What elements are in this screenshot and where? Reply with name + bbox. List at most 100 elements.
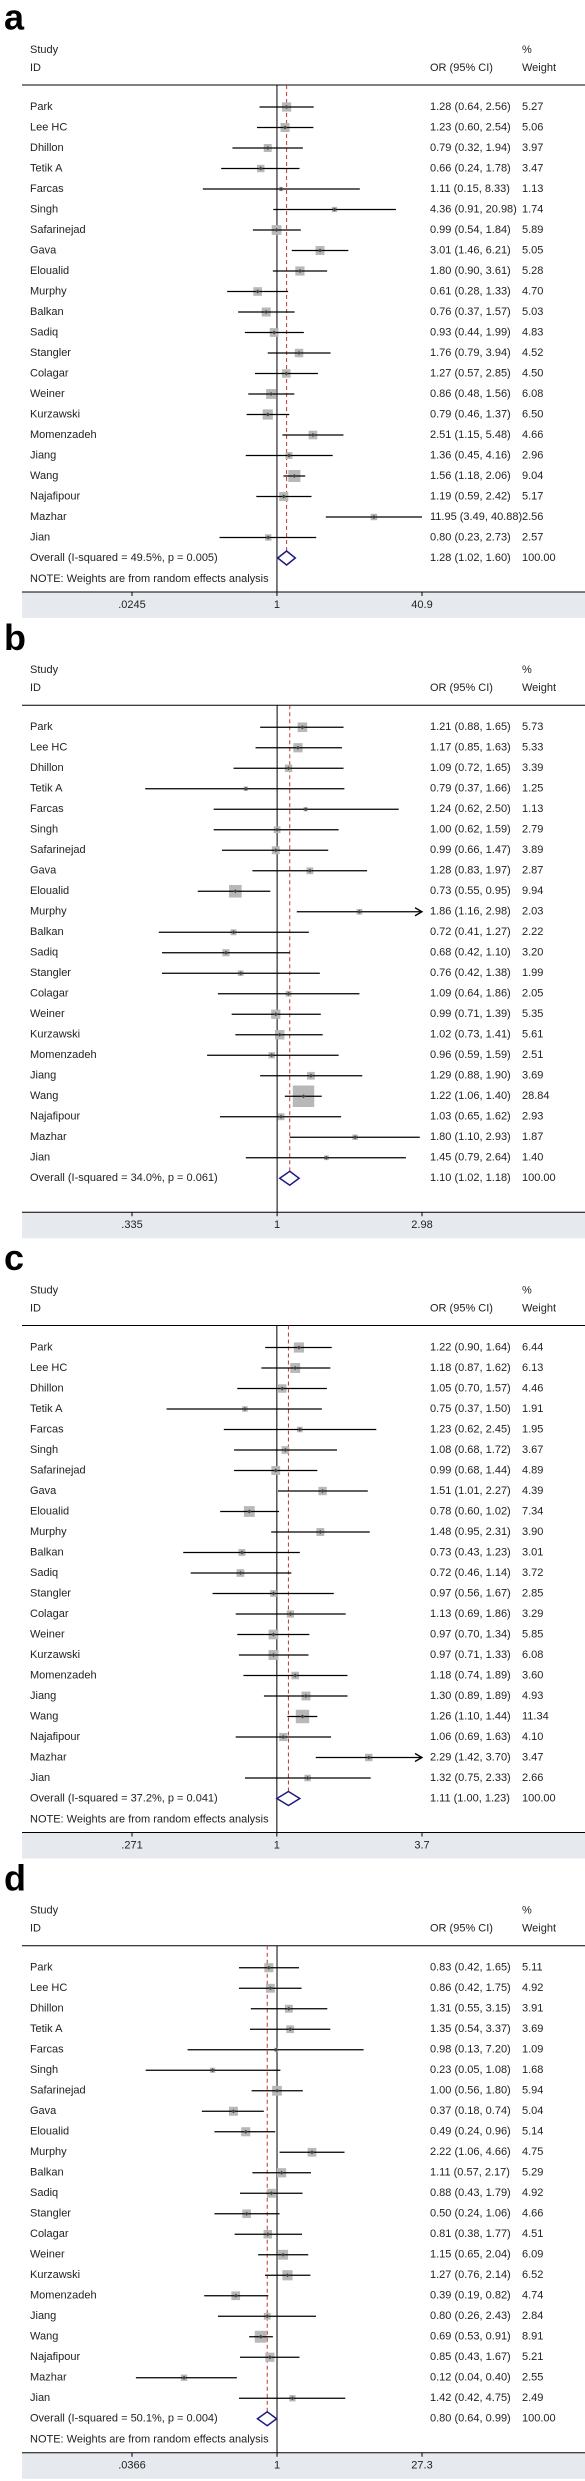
study-name: Singh bbox=[30, 203, 58, 215]
weight-label: 1.91 bbox=[522, 1403, 543, 1415]
study-name: Momenzadeh bbox=[30, 1669, 97, 1681]
axis-band bbox=[22, 1212, 585, 1239]
weight-label: 2.66 bbox=[522, 1772, 543, 1784]
weight-label: 2.49 bbox=[522, 2392, 543, 2404]
weight-label: 2.87 bbox=[522, 865, 543, 877]
point-estimate bbox=[182, 2375, 187, 2380]
point-estimate bbox=[269, 392, 274, 396]
study-name: Gava bbox=[30, 865, 57, 877]
overall-label: Overall (I-squared = 50.1%, p = 0.004) bbox=[30, 2413, 218, 2425]
weight-label: 5.73 bbox=[522, 721, 543, 733]
point-estimate bbox=[284, 105, 289, 109]
forest-panel: a Study ID OR (95% CI)% Weight .0245 1 40.9 Park… bbox=[4, 0, 585, 618]
weight-label: 5.28 bbox=[522, 265, 543, 277]
weight-label: 2.79 bbox=[522, 824, 543, 836]
weight-label: 5.14 bbox=[522, 2126, 543, 2138]
study-name: Kurzawski bbox=[30, 408, 80, 420]
weight-label: 4.46 bbox=[522, 1382, 543, 1394]
ci-arrow bbox=[414, 1752, 424, 1763]
study-name: Lee HC bbox=[30, 121, 67, 133]
study-name: Gava bbox=[30, 2105, 57, 2117]
study-name: Stangler bbox=[30, 967, 71, 979]
weight-label: 3.89 bbox=[522, 844, 543, 856]
point-estimate bbox=[271, 1653, 276, 1657]
ci-arrow bbox=[414, 907, 424, 917]
weight-header: Weight bbox=[522, 1923, 556, 1935]
overall-ci-label: 0.80 (0.64, 0.99) bbox=[430, 2413, 511, 2425]
ci-label: 0.93 (0.44, 1.99) bbox=[430, 326, 511, 338]
study-name: Singh bbox=[30, 2064, 58, 2076]
study-name: Murphy bbox=[30, 1526, 67, 1538]
weight-label: 6.08 bbox=[522, 1649, 543, 1661]
ci-label: 1.17 (0.85, 1.63) bbox=[430, 742, 511, 754]
panel-letter: c bbox=[4, 1237, 24, 1278]
ci-label: 0.73 (0.43, 1.23) bbox=[430, 1546, 511, 1558]
point-estimate bbox=[309, 2150, 314, 2155]
point-estimate bbox=[371, 515, 376, 519]
weight-label: 6.08 bbox=[522, 388, 543, 400]
ci-label: 0.98 (0.13, 7.20) bbox=[430, 2044, 511, 2056]
x-tick-label: 40.9 bbox=[411, 599, 432, 611]
weight-label: 1.09 bbox=[522, 2044, 543, 2056]
weight-label: 8.91 bbox=[522, 2331, 543, 2343]
study-name: Farcas bbox=[30, 2044, 64, 2056]
overall-label: Overall (I-squared = 37.2%, p = 0.041) bbox=[30, 1792, 218, 1804]
point-estimate bbox=[318, 1530, 323, 1534]
study-name: Weiner bbox=[30, 388, 65, 400]
point-estimate bbox=[275, 827, 280, 832]
point-estimate bbox=[285, 2273, 290, 2278]
study-name: Murphy bbox=[30, 285, 67, 297]
study-name: Najafipour bbox=[30, 490, 80, 502]
point-estimate bbox=[223, 950, 228, 955]
effect-header: OR (95% CI) bbox=[430, 682, 493, 694]
point-estimate bbox=[286, 453, 291, 458]
weight-label: 28.84 bbox=[522, 1090, 550, 1102]
point-estimate bbox=[265, 412, 270, 417]
study-name: Park bbox=[30, 101, 53, 113]
overall-diamond bbox=[256, 2410, 278, 2427]
overall-ci-label: 1.10 (1.02, 1.18) bbox=[430, 1172, 511, 1184]
study-name: Mazhar bbox=[30, 511, 67, 523]
point-estimate bbox=[303, 1694, 308, 1698]
overall-ci-label: 1.11 (1.00, 1.23) bbox=[430, 1792, 510, 1804]
weight-label: 5.11 bbox=[522, 1962, 543, 1974]
x-tick-label: 27.3 bbox=[411, 2460, 432, 2472]
weight-label: 4.50 bbox=[522, 367, 543, 379]
weight-label: 4.93 bbox=[522, 1690, 543, 1702]
point-estimate bbox=[310, 433, 315, 437]
overall-diamond bbox=[278, 1170, 301, 1187]
study-name: Singh bbox=[30, 1444, 58, 1456]
weight-label: 3.67 bbox=[522, 1444, 543, 1456]
weight-label: 3.47 bbox=[522, 162, 543, 174]
study-name: Momenzadeh bbox=[30, 1049, 97, 1061]
study-name: Lee HC bbox=[30, 1982, 67, 1994]
weight-label: 2.56 bbox=[522, 511, 543, 523]
study-name: Wang bbox=[30, 1090, 58, 1102]
point-estimate bbox=[301, 1094, 306, 1099]
overall-label: Overall (I-squared = 34.0%, p = 0.061) bbox=[30, 1172, 218, 1184]
ci-label: 1.00 (0.62, 1.59) bbox=[430, 824, 511, 836]
ci-label: 3.01 (1.46, 6.21) bbox=[430, 244, 511, 256]
point-estimate bbox=[320, 1489, 325, 1493]
point-estimate bbox=[244, 2211, 249, 2216]
note: NOTE: Weights are from random effects an… bbox=[30, 573, 269, 585]
point-estimate bbox=[238, 971, 243, 976]
overall-ci-label: 1.28 (1.02, 1.60) bbox=[430, 552, 511, 564]
point-estimate bbox=[353, 1135, 358, 1140]
study-name: Farcas bbox=[30, 803, 64, 815]
ci-label: 0.78 (0.60, 1.02) bbox=[430, 1505, 511, 1517]
study-name: Safarinejad bbox=[30, 2085, 86, 2097]
study-name: Safarinejad bbox=[30, 844, 86, 856]
ci-label: 0.80 (0.23, 2.73) bbox=[430, 531, 511, 543]
ci-label: 4.36 (0.91, 20.98) bbox=[430, 203, 517, 215]
point-estimate bbox=[283, 125, 288, 130]
weight-label: 5.89 bbox=[522, 224, 543, 236]
ci-label: 1.00 (0.56, 1.80) bbox=[430, 2085, 511, 2097]
study-name: Jiang bbox=[30, 1690, 56, 1702]
study-name: Tetik A bbox=[30, 162, 63, 174]
study-name: Jiang bbox=[30, 2310, 56, 2322]
weight-label: 3.72 bbox=[522, 1567, 543, 1579]
point-estimate bbox=[271, 1632, 276, 1637]
point-estimate bbox=[284, 371, 289, 376]
ci-label: 1.42 (0.42, 4.75) bbox=[430, 2392, 511, 2404]
